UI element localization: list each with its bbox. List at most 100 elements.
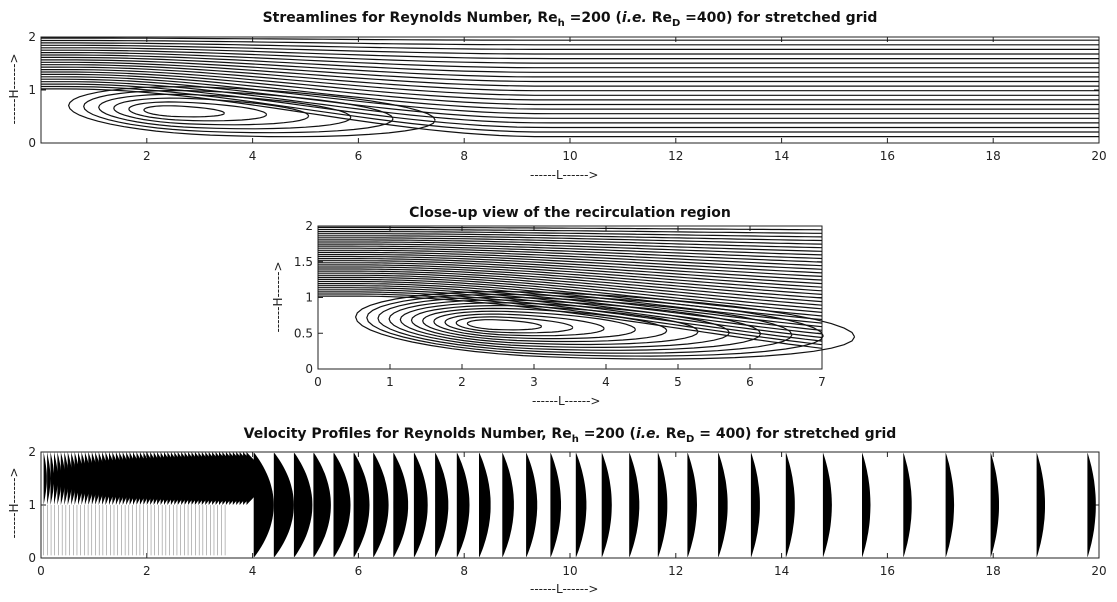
streamline: [41, 85, 1099, 133]
streamline: [318, 245, 823, 263]
velocity-profile: [74, 452, 80, 505]
title-part: Close-up view of the recirculation regio…: [409, 205, 731, 221]
velocity-profile: [98, 452, 106, 505]
y-tick-label: 1: [28, 83, 36, 97]
x-tick-label: 6: [746, 375, 754, 389]
streamline: [41, 88, 1099, 138]
streamline: [318, 295, 823, 349]
title-part: i.e.: [635, 426, 661, 442]
x-tick-label: 18: [986, 149, 1001, 163]
x-tick-label: 2: [143, 564, 151, 578]
streamline: [41, 68, 1099, 101]
y-tick-label: 1: [305, 291, 313, 305]
velocity-profile: [373, 453, 389, 557]
velocity-profile: [57, 452, 62, 505]
streamlines-panel: Streamlines for Reynolds Number, Reh =20…: [0, 0, 1117, 190]
y-tick-label: 0: [28, 136, 36, 150]
closeup-title: Close-up view of the recirculation regio…: [0, 205, 1117, 221]
velocity-profile: [456, 453, 470, 557]
velocity-profile: [718, 453, 728, 557]
x-tick-label: 12: [668, 149, 683, 163]
velocity-profile: [479, 453, 491, 557]
recirculation-loop: [433, 310, 637, 340]
recirculation-loop: [143, 105, 225, 118]
velocity-profile: [435, 453, 449, 557]
velocity-profile: [575, 453, 587, 557]
streamline: [318, 270, 823, 306]
x-tick-label: 10: [562, 149, 577, 163]
y-tick-label: 1.5: [294, 255, 313, 269]
x-tick-label: 5: [674, 375, 682, 389]
velocity-profile: [293, 453, 313, 557]
x-tick-label: 4: [249, 564, 257, 578]
streamlines-x-axis-label: ------L------>: [530, 168, 599, 182]
velocity-profile: [313, 453, 331, 557]
streamline: [318, 235, 823, 245]
velocity-profile: [47, 452, 51, 505]
recirculation-loop: [455, 316, 574, 334]
x-tick-label: 16: [880, 564, 895, 578]
title-part: D: [672, 18, 681, 29]
velocity-profile: [601, 453, 612, 557]
x-tick-label: 1: [386, 375, 394, 389]
streamline: [318, 247, 823, 267]
velocity-profile: [990, 453, 999, 557]
velocity-profile: [353, 453, 370, 557]
streamline: [41, 39, 1099, 46]
y-tick-label: 0: [305, 362, 313, 376]
velocity-profile: [273, 453, 294, 557]
velocity-profile: [60, 452, 66, 505]
streamline: [318, 257, 823, 285]
velocity-profile: [550, 453, 561, 557]
title-part: h: [571, 434, 579, 445]
x-tick-label: 16: [880, 149, 895, 163]
recirculation-loop: [399, 302, 730, 349]
streamline: [41, 73, 1099, 110]
recirculation-loop: [466, 319, 543, 331]
velocity-profile: [687, 453, 697, 557]
title-part: =200 (: [578, 426, 636, 442]
closeup-x-axis-label: ------L------>: [532, 394, 601, 408]
x-tick-label: 12: [668, 564, 683, 578]
streamlines-title: Streamlines for Reynolds Number, Reh =20…: [0, 10, 1117, 29]
streamline: [41, 49, 1099, 64]
velocity-profile: [945, 453, 955, 557]
streamline: [318, 291, 823, 342]
streamlines: [41, 37, 1099, 138]
velocity-profiles-y-axis-label: ------H------>: [7, 467, 21, 539]
recirculation-loop: [377, 296, 793, 354]
velocity-profiles-x-axis-label: ------L------>: [530, 582, 599, 596]
y-tick-label: 0.5: [294, 326, 313, 340]
streamline: [41, 44, 1099, 55]
streamlines-y-axis-label: ------H------>: [7, 53, 21, 125]
streamline: [41, 78, 1099, 119]
streamline: [318, 233, 823, 242]
velocity-profile: [91, 452, 98, 505]
velocity-profile: [95, 452, 102, 505]
x-tick-label: 18: [986, 564, 1001, 578]
title-part: h: [557, 18, 565, 29]
streamline: [318, 293, 823, 346]
title-part: =400) for stretched grid: [680, 10, 878, 26]
streamline: [318, 228, 822, 234]
streamline: [318, 255, 823, 281]
recirculation-profiles: [43, 505, 226, 556]
streamline: [41, 54, 1099, 73]
velocity-profile: [657, 453, 668, 557]
velocity-profile: [54, 452, 58, 505]
streamline: [318, 260, 823, 288]
x-tick-label: 7: [818, 375, 826, 389]
velocity-profile: [393, 453, 409, 557]
recirculation-loop: [388, 299, 762, 351]
streamline: [41, 47, 1099, 60]
y-tick-label: 2: [28, 30, 36, 44]
streamline: [41, 83, 1099, 129]
recirculation-loop: [366, 293, 824, 357]
streamline: [41, 59, 1099, 83]
x-tick-label: 6: [355, 564, 363, 578]
y-tick-label: 0: [28, 551, 36, 565]
velocity-profile: [822, 453, 832, 557]
recirculation-loop: [98, 93, 352, 130]
streamline: [318, 226, 823, 231]
velocity-profile: [84, 452, 91, 505]
